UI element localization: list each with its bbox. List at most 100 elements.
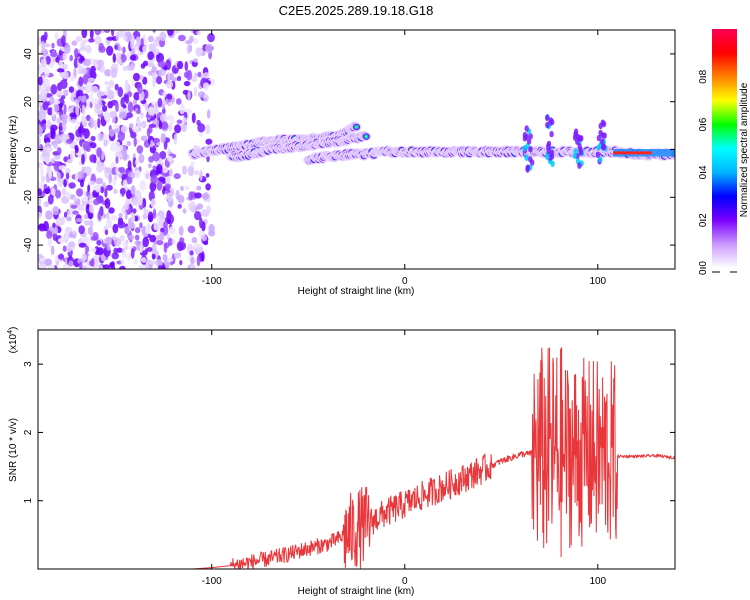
noise-blob bbox=[160, 227, 165, 233]
noise-blob bbox=[78, 76, 84, 87]
noise-blob bbox=[96, 247, 104, 256]
noise-blob bbox=[84, 166, 92, 174]
noise-blob bbox=[182, 165, 188, 175]
noise-blob bbox=[159, 231, 165, 241]
noise-blob bbox=[162, 166, 169, 174]
noise-blob bbox=[50, 245, 55, 256]
noise-blob bbox=[52, 142, 58, 148]
noise-blob bbox=[56, 68, 65, 73]
noise-blob bbox=[125, 253, 132, 261]
noise-blob bbox=[163, 221, 168, 229]
noise-blob bbox=[206, 109, 211, 119]
burst-0-blob bbox=[525, 164, 530, 171]
noise-blob bbox=[119, 187, 126, 195]
burst-3-blob bbox=[598, 156, 603, 163]
noise-blob bbox=[131, 213, 136, 223]
noise-blob bbox=[140, 135, 148, 142]
noise-blob bbox=[70, 119, 77, 124]
burst-3-blob bbox=[595, 151, 601, 158]
noise-blob bbox=[185, 40, 192, 45]
noise-blob bbox=[140, 114, 144, 119]
burst-2-blob bbox=[573, 148, 578, 155]
noise-blob bbox=[89, 219, 93, 227]
noise-blob bbox=[88, 260, 95, 267]
noise-blob bbox=[113, 247, 118, 255]
noise-blob bbox=[205, 43, 213, 54]
noise-blob bbox=[104, 80, 109, 86]
noise-blob bbox=[46, 230, 53, 240]
noise-blob bbox=[55, 57, 60, 63]
noise-blob bbox=[124, 79, 129, 91]
noise-blob bbox=[196, 119, 201, 126]
noise-blob bbox=[117, 220, 126, 229]
noise-blob bbox=[67, 208, 74, 219]
noise-blob bbox=[156, 163, 163, 175]
top-x-ticks: -100 0 100 bbox=[202, 30, 607, 287]
noise-blob bbox=[156, 52, 164, 64]
noise-blob bbox=[122, 46, 126, 54]
noise-blob bbox=[43, 188, 51, 194]
burst-1-blob bbox=[546, 142, 551, 150]
noise-blob bbox=[65, 138, 73, 144]
noise-blob bbox=[39, 144, 44, 152]
noise-blob bbox=[198, 132, 204, 137]
noise-blob bbox=[111, 30, 115, 37]
noise-blob bbox=[38, 212, 42, 217]
noise-blob bbox=[106, 211, 110, 220]
noise-blob bbox=[194, 170, 200, 176]
noise-blob bbox=[115, 101, 119, 113]
noise-blob bbox=[117, 59, 122, 65]
noise-blob bbox=[52, 206, 60, 216]
noise-blob bbox=[41, 119, 47, 125]
noise-blob bbox=[179, 237, 185, 243]
noise-blob bbox=[157, 60, 166, 68]
noise-blob bbox=[147, 163, 152, 169]
noise-blob bbox=[110, 215, 118, 221]
bottom-x-tick-label: 100 bbox=[589, 576, 606, 587]
noise-blob bbox=[169, 168, 173, 177]
noise-blob bbox=[78, 225, 85, 235]
noise-blob bbox=[156, 235, 160, 242]
noise-blob bbox=[45, 146, 53, 153]
noise-blob bbox=[128, 234, 135, 240]
noise-blob bbox=[44, 79, 50, 87]
top-y-tick-label: -40 bbox=[23, 237, 34, 252]
noise-blob bbox=[124, 202, 129, 211]
noise-blob bbox=[95, 177, 104, 185]
noise-blob bbox=[40, 168, 44, 177]
noise-blob bbox=[89, 30, 94, 40]
burst-3-blob bbox=[598, 129, 603, 137]
noise-blob bbox=[98, 42, 104, 51]
noise-blob bbox=[80, 55, 85, 63]
noise-blob bbox=[205, 138, 213, 145]
noise-blob bbox=[120, 97, 125, 108]
strong-band-core bbox=[613, 151, 652, 155]
noise-blob bbox=[66, 159, 73, 164]
noise-blob bbox=[133, 137, 137, 147]
noise-blob bbox=[142, 213, 148, 220]
noise-blob bbox=[83, 59, 91, 67]
noise-blob bbox=[164, 183, 171, 190]
noise-blob bbox=[97, 61, 103, 72]
noise-blob bbox=[158, 120, 163, 130]
noise-blob bbox=[96, 147, 103, 158]
bottom-x-tick-label: -100 bbox=[202, 576, 222, 587]
noise-blob bbox=[97, 210, 102, 221]
noise-blob bbox=[132, 157, 137, 168]
noise-blob bbox=[87, 77, 95, 82]
noise-blob bbox=[86, 98, 90, 104]
noise-blob bbox=[182, 208, 187, 214]
noise-blob bbox=[116, 52, 122, 60]
noise-blob bbox=[38, 136, 41, 146]
noise-blob bbox=[73, 58, 79, 69]
noise-blob bbox=[98, 264, 104, 269]
burst-2-blob bbox=[579, 135, 584, 142]
noise-blob bbox=[113, 174, 118, 181]
burst-1-blob bbox=[545, 121, 550, 129]
noise-blob bbox=[38, 36, 42, 47]
bottom-x-ticks: -100 0 100 bbox=[202, 330, 607, 587]
noise-blob bbox=[69, 112, 77, 118]
noise-blob bbox=[196, 30, 201, 36]
noise-blob bbox=[47, 194, 54, 205]
noise-blob bbox=[108, 128, 115, 137]
